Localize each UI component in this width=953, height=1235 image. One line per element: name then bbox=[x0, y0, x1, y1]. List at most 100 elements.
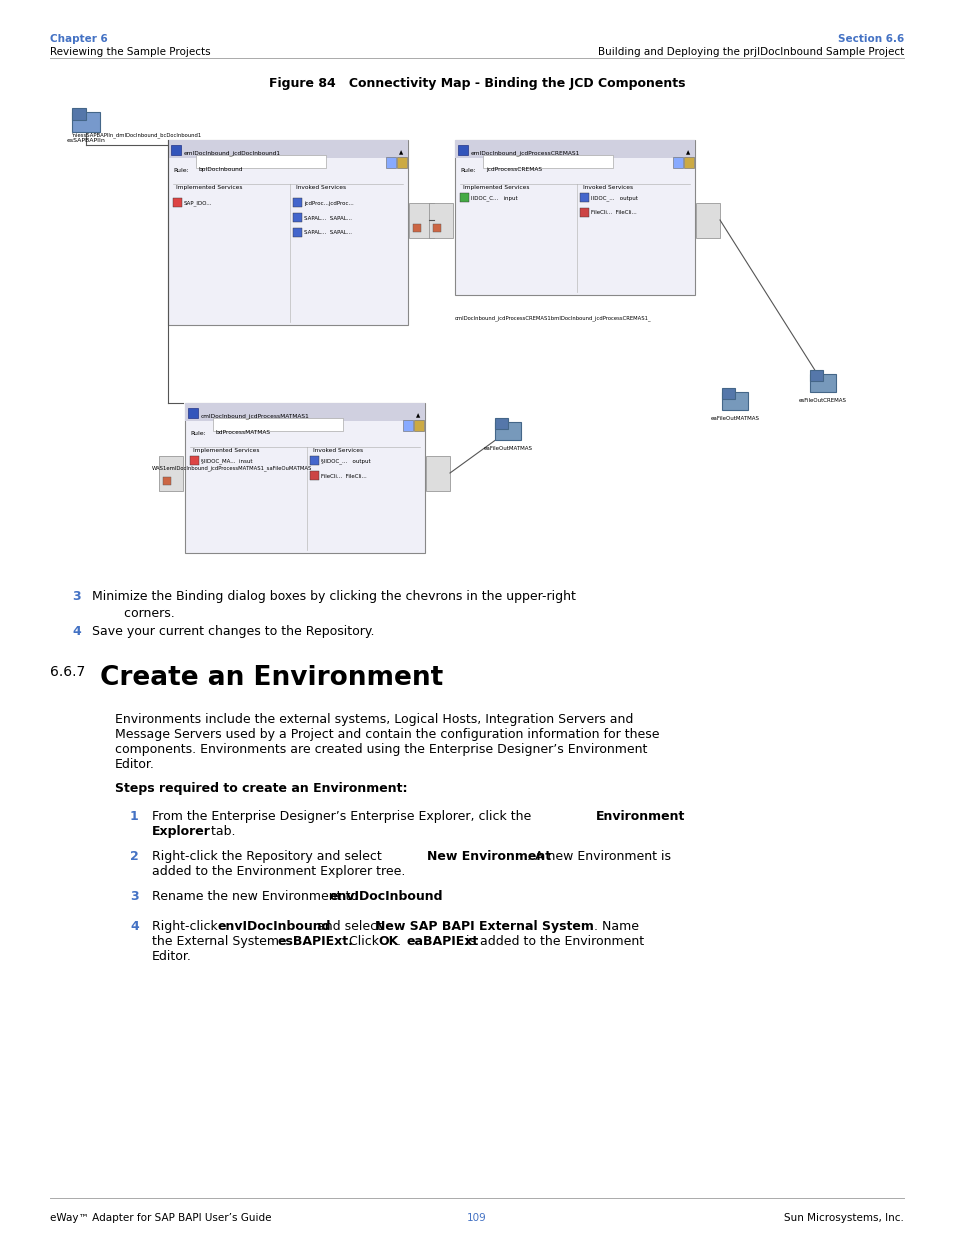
Bar bbox=[168, 140, 408, 325]
Text: 4: 4 bbox=[71, 625, 81, 638]
Text: components. Environments are created using the Enterprise Designer’s Environment: components. Environments are created usi… bbox=[115, 743, 647, 756]
Bar bbox=[188, 408, 198, 417]
Text: bpIDocInbound: bpIDocInbound bbox=[199, 167, 243, 172]
Text: Rule:: Rule: bbox=[172, 168, 189, 173]
Text: IIDOC_C...   input: IIDOC_C... input bbox=[471, 195, 517, 201]
Text: OK: OK bbox=[377, 935, 397, 948]
Text: eaFileOutMATMAS: eaFileOutMATMAS bbox=[483, 446, 532, 451]
Text: 6.6.7: 6.6.7 bbox=[50, 664, 85, 679]
Text: esBAPIExt.: esBAPIExt. bbox=[277, 935, 354, 948]
Bar bbox=[721, 391, 747, 410]
Text: Editor.: Editor. bbox=[115, 758, 154, 771]
Bar bbox=[172, 198, 182, 207]
Text: bdProcessMATMAS: bdProcessMATMAS bbox=[215, 430, 271, 435]
Text: 4: 4 bbox=[130, 920, 138, 932]
Bar bbox=[433, 224, 440, 232]
Text: eaFileOutMATMAS: eaFileOutMATMAS bbox=[710, 416, 759, 421]
Text: tab.: tab. bbox=[207, 825, 235, 839]
Text: 2: 2 bbox=[130, 850, 138, 863]
Bar bbox=[721, 388, 734, 399]
Text: jcdProcessCREMAS: jcdProcessCREMAS bbox=[485, 167, 541, 172]
Bar bbox=[310, 471, 318, 480]
Text: jcdProc...jcdProc...: jcdProc...jcdProc... bbox=[304, 200, 354, 205]
Bar bbox=[185, 403, 424, 421]
Text: emIDocInbound_jcdProcessCREMAS1: emIDocInbound_jcdProcessCREMAS1 bbox=[471, 151, 579, 156]
Bar bbox=[696, 203, 720, 238]
Text: ▲: ▲ bbox=[416, 414, 419, 419]
Text: Implemented Services: Implemented Services bbox=[462, 185, 529, 190]
Text: cmIDocInbound_jcdProcessCREMAS1bmIDocInbound_jcdProcessCREMAS1_: cmIDocInbound_jcdProcessCREMAS1bmIDocInb… bbox=[455, 315, 651, 321]
Bar bbox=[293, 212, 302, 222]
Text: 3: 3 bbox=[130, 890, 138, 903]
Text: 3: 3 bbox=[71, 590, 81, 603]
Text: Message Servers used by a Project and contain the configuration information for : Message Servers used by a Project and co… bbox=[115, 727, 659, 741]
Text: Rule:: Rule: bbox=[190, 431, 206, 436]
Bar bbox=[171, 144, 181, 156]
Bar bbox=[190, 456, 199, 466]
Text: envIDocInbound: envIDocInbound bbox=[218, 920, 331, 932]
Text: . Name: . Name bbox=[594, 920, 639, 932]
Text: Invoked Services: Invoked Services bbox=[295, 185, 346, 190]
Text: envIDocInbound: envIDocInbound bbox=[330, 890, 443, 903]
Text: From the Enterprise Designer’s Enterprise Explorer, click the: From the Enterprise Designer’s Enterpris… bbox=[152, 810, 535, 823]
Bar bbox=[683, 157, 693, 168]
Text: §IIDOC_...   output: §IIDOC_... output bbox=[320, 458, 370, 464]
Text: 109: 109 bbox=[467, 1213, 486, 1223]
Text: Figure 84   Connectivity Map - Binding the JCD Components: Figure 84 Connectivity Map - Binding the… bbox=[269, 77, 684, 90]
Text: FileCli...  FileCli...: FileCli... FileCli... bbox=[590, 210, 636, 215]
Text: Explorer: Explorer bbox=[152, 825, 211, 839]
Bar bbox=[409, 203, 434, 238]
Text: ‘niessSAPBAPIIn_dmlDocInbound_bcDocInbound1: ‘niessSAPBAPIIn_dmlDocInbound_bcDocInbou… bbox=[71, 132, 202, 137]
Text: Invoked Services: Invoked Services bbox=[582, 185, 633, 190]
Text: WAS1emIDocInbound_jcdProcessMATMAS1_saFileOuMATMAS: WAS1emIDocInbound_jcdProcessMATMAS1_saFi… bbox=[152, 466, 312, 471]
Bar bbox=[293, 228, 302, 237]
Text: FileCli...  FileCli...: FileCli... FileCli... bbox=[320, 473, 366, 478]
Bar bbox=[71, 112, 100, 132]
Text: Right-click: Right-click bbox=[152, 920, 221, 932]
Text: 1: 1 bbox=[130, 810, 138, 823]
Text: esFileOutCREMAS: esFileOutCREMAS bbox=[799, 398, 846, 403]
Text: .: . bbox=[424, 890, 429, 903]
Bar bbox=[455, 140, 695, 158]
Text: SAPAL...  SAPAL...: SAPAL... SAPAL... bbox=[304, 215, 352, 221]
Text: SAP_IDO...: SAP_IDO... bbox=[184, 200, 213, 206]
Bar bbox=[159, 456, 183, 492]
Text: Environment: Environment bbox=[596, 810, 684, 823]
Text: Implemented Services: Implemented Services bbox=[175, 185, 242, 190]
Text: added to the Environment Explorer tree.: added to the Environment Explorer tree. bbox=[152, 864, 405, 878]
Text: Environments include the external systems, Logical Hosts, Integration Servers an: Environments include the external system… bbox=[115, 713, 633, 726]
Text: and select: and select bbox=[313, 920, 386, 932]
Text: §IIDOC_MA...  insut: §IIDOC_MA... insut bbox=[201, 458, 253, 464]
Text: Implemented Services: Implemented Services bbox=[193, 448, 259, 453]
Bar bbox=[195, 156, 326, 168]
Text: esSAPBAPIIn: esSAPBAPIIn bbox=[67, 138, 106, 143]
Text: Editor.: Editor. bbox=[152, 950, 192, 963]
Bar bbox=[495, 422, 520, 440]
Text: Sun Microsystems, Inc.: Sun Microsystems, Inc. bbox=[783, 1213, 903, 1223]
Bar bbox=[429, 203, 453, 238]
Text: Click: Click bbox=[345, 935, 382, 948]
Text: Building and Deploying the prjIDocInbound Sample Project: Building and Deploying the prjIDocInboun… bbox=[598, 47, 903, 57]
Text: Right-click the Repository and select: Right-click the Repository and select bbox=[152, 850, 385, 863]
Text: . A new Environment is: . A new Environment is bbox=[526, 850, 670, 863]
Text: emIDocInbound_jcdDocInbound1: emIDocInbound_jcdDocInbound1 bbox=[184, 151, 281, 156]
Bar bbox=[457, 144, 468, 156]
Bar bbox=[455, 140, 695, 295]
Bar bbox=[293, 198, 302, 207]
Text: Save your current changes to the Repository.: Save your current changes to the Reposit… bbox=[91, 625, 375, 638]
Bar bbox=[310, 456, 318, 466]
Text: ▲: ▲ bbox=[398, 151, 402, 156]
Bar bbox=[426, 456, 450, 492]
Text: Minimize the Binding dialog boxes by clicking the chevrons in the upper-right
  : Minimize the Binding dialog boxes by cli… bbox=[91, 590, 576, 620]
Bar bbox=[185, 403, 424, 553]
Bar bbox=[413, 224, 420, 232]
Bar bbox=[50, 95, 909, 564]
Text: ▲: ▲ bbox=[685, 151, 689, 156]
Bar bbox=[579, 207, 588, 217]
Bar bbox=[71, 107, 86, 120]
Bar bbox=[579, 193, 588, 203]
Bar bbox=[213, 417, 343, 431]
Text: IIDOC_...   output: IIDOC_... output bbox=[590, 195, 638, 201]
Text: SAPAL...  SAPAL...: SAPAL... SAPAL... bbox=[304, 231, 352, 236]
Text: Rule:: Rule: bbox=[459, 168, 476, 173]
